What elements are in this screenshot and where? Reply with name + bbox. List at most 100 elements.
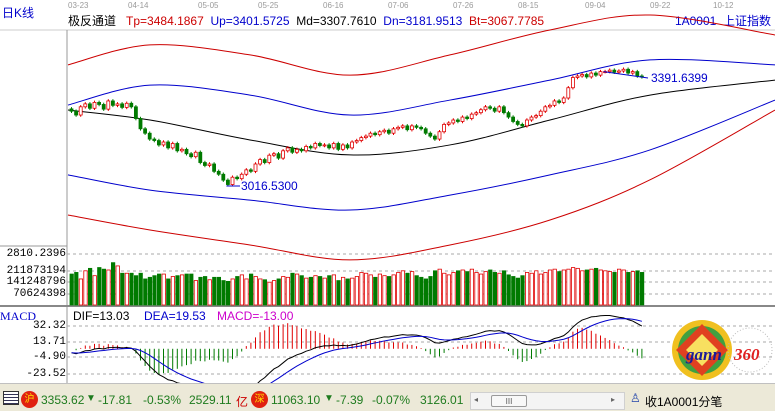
volume-bar bbox=[115, 265, 120, 306]
volume-bar bbox=[575, 267, 580, 306]
candle-body bbox=[506, 112, 511, 118]
candle-body bbox=[548, 104, 552, 108]
dn-band-line bbox=[67, 99, 775, 211]
volume-bar bbox=[271, 280, 277, 306]
volume-bar bbox=[552, 268, 557, 306]
shenzhen-index: 11063.10 bbox=[271, 393, 321, 407]
candle-body bbox=[235, 176, 240, 180]
macd-title[interactable]: MACD bbox=[0, 309, 37, 323]
volume-bar bbox=[548, 269, 553, 306]
volume-bar bbox=[451, 272, 456, 306]
date-tick: 07-06 bbox=[388, 1, 409, 10]
shanghai-change: -17.81 bbox=[98, 393, 133, 407]
candle-body bbox=[469, 113, 474, 119]
shanghai-index: 3353.62 bbox=[41, 393, 85, 407]
candle-body bbox=[262, 159, 267, 163]
antenna-icon: ♙ bbox=[630, 391, 641, 405]
high-annotation-line bbox=[603, 71, 649, 79]
chart-canvas[interactable] bbox=[0, 0, 775, 383]
candle-body bbox=[538, 110, 543, 117]
candle-body bbox=[373, 132, 378, 136]
candle-body bbox=[294, 148, 299, 153]
candle-body bbox=[111, 100, 115, 106]
volume-bar bbox=[640, 272, 645, 306]
candle-body bbox=[170, 143, 175, 149]
volume-bar bbox=[630, 271, 636, 306]
calendar-icon[interactable] bbox=[3, 391, 19, 405]
volume-bar bbox=[92, 275, 97, 306]
candle-body bbox=[423, 128, 428, 134]
candle-body bbox=[566, 87, 571, 99]
volume-bar bbox=[488, 269, 493, 306]
candle-body bbox=[589, 72, 594, 78]
candle-body bbox=[129, 102, 134, 108]
volume-bar bbox=[97, 267, 102, 306]
volume-bar bbox=[317, 276, 323, 306]
volume-bar bbox=[359, 272, 364, 306]
candle-body bbox=[400, 125, 405, 128]
date-tick: 10-12 bbox=[713, 1, 734, 10]
volume-bar bbox=[405, 272, 410, 306]
candle-body bbox=[478, 109, 483, 114]
period-label[interactable]: 日K线 bbox=[2, 6, 35, 20]
volume-bar bbox=[543, 272, 548, 306]
candle-body bbox=[414, 125, 419, 128]
candle-body bbox=[308, 146, 313, 149]
candle-body bbox=[74, 110, 78, 116]
candle-body bbox=[612, 69, 617, 73]
volume-bar bbox=[345, 278, 350, 306]
macd-axis-label: 32.32 bbox=[32, 320, 66, 332]
volume-bar bbox=[478, 273, 484, 306]
volume-bar bbox=[419, 276, 424, 306]
scroll-left-icon[interactable]: ◂ bbox=[474, 395, 479, 404]
volume-bar bbox=[147, 276, 152, 306]
candle-body bbox=[147, 132, 152, 140]
volume-bar bbox=[239, 274, 244, 306]
horizontal-scrollbar[interactable]: ◂ III ▸ bbox=[470, 392, 625, 410]
volume-bar bbox=[78, 278, 83, 306]
md-band-line bbox=[67, 79, 775, 156]
volume-bar bbox=[253, 276, 258, 306]
shenzhen-badge: 深 bbox=[251, 391, 268, 408]
volume-bar bbox=[170, 276, 175, 306]
down-arrow-icon: ▼ bbox=[324, 393, 334, 404]
macd-value: MACD=-13.00 bbox=[217, 309, 294, 323]
candle-body bbox=[571, 77, 575, 89]
volume-bar bbox=[248, 273, 254, 306]
candle-body bbox=[221, 173, 226, 181]
volume-bar bbox=[534, 270, 539, 306]
candle-body bbox=[152, 138, 157, 141]
candle-body bbox=[391, 128, 396, 134]
volume-bar bbox=[501, 270, 507, 306]
candle-body bbox=[285, 147, 290, 152]
candle-body bbox=[336, 143, 341, 150]
candle-body bbox=[281, 150, 286, 159]
volume-bar bbox=[74, 272, 79, 306]
volume-bar bbox=[290, 272, 295, 306]
candle-body bbox=[607, 69, 612, 73]
candle-body bbox=[575, 75, 580, 78]
volume-bar bbox=[276, 278, 281, 306]
volume-bar bbox=[538, 273, 544, 306]
volume-bar bbox=[212, 276, 217, 306]
candle-body bbox=[617, 70, 621, 73]
volume-bar bbox=[202, 276, 208, 306]
scroll-right-icon[interactable]: ▸ bbox=[611, 395, 616, 404]
dea-line bbox=[71, 318, 643, 383]
volume-bar bbox=[409, 271, 415, 306]
volume-bar bbox=[304, 277, 309, 306]
amount-unit: 亿 bbox=[236, 395, 249, 409]
date-tick: 05-05 bbox=[198, 1, 219, 10]
volume-bar bbox=[225, 280, 231, 306]
scroll-thumb[interactable]: III bbox=[491, 395, 527, 407]
candle-body bbox=[189, 153, 194, 158]
tp-band-line bbox=[67, 14, 775, 76]
gann360-logo: gann 360 bbox=[672, 320, 773, 380]
candle-body bbox=[368, 132, 373, 137]
candle-body bbox=[106, 100, 111, 110]
candle-body bbox=[299, 148, 304, 152]
volume-bar bbox=[244, 278, 249, 306]
volume-bar bbox=[129, 272, 134, 306]
alert-text[interactable]: 收1A0001分笔 bbox=[645, 395, 723, 409]
volume-bar bbox=[492, 272, 498, 306]
